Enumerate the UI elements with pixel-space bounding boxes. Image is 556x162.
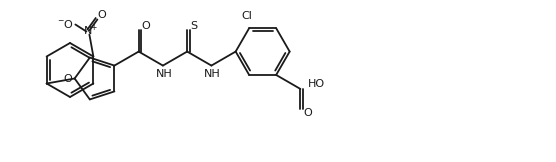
Text: O: O: [303, 108, 312, 118]
Text: NH: NH: [204, 69, 221, 79]
Text: $\mathregular{^{-}}$O: $\mathregular{^{-}}$O: [57, 18, 74, 30]
Text: N: N: [84, 27, 92, 36]
Text: HO: HO: [308, 79, 325, 89]
Text: NH: NH: [156, 69, 172, 79]
Text: +: +: [90, 23, 97, 32]
Text: Cl: Cl: [242, 11, 252, 21]
Text: O: O: [63, 74, 72, 83]
Text: S: S: [191, 21, 198, 31]
Text: O: O: [141, 21, 150, 31]
Text: O: O: [97, 11, 106, 21]
